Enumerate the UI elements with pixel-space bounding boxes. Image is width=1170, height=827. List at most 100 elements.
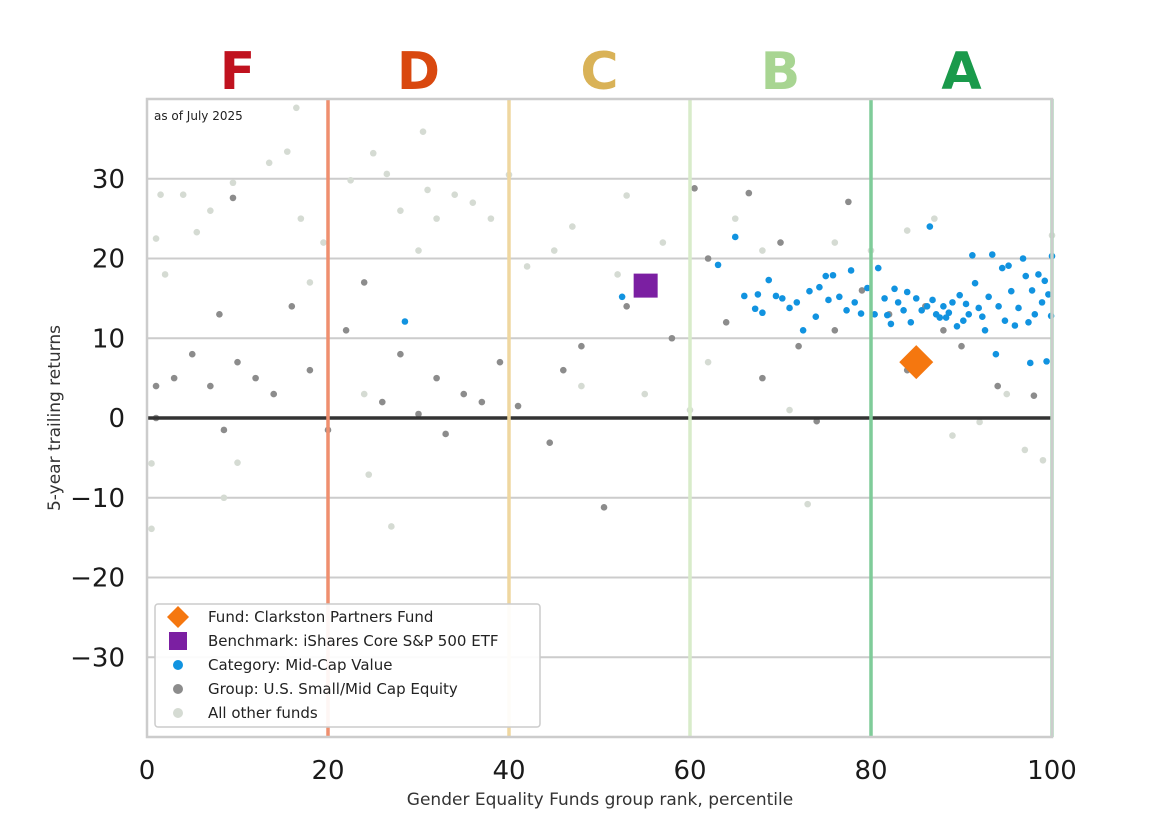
- point-s4-22: [388, 523, 395, 530]
- point-s2-6: [754, 291, 762, 298]
- point-s2-25: [864, 284, 871, 292]
- point-s2-45: [945, 309, 953, 317]
- point-s3-48: [994, 382, 1001, 390]
- point-s4-41: [704, 358, 712, 366]
- point-s4-54: [1039, 456, 1047, 464]
- point-s3-32: [691, 185, 698, 192]
- point-s3-36: [759, 374, 766, 382]
- point-s2-13: [799, 326, 807, 334]
- point-s2-17: [822, 272, 830, 280]
- point-s3-14: [342, 326, 350, 334]
- point-s3-20: [442, 430, 449, 438]
- point-s3-17: [397, 350, 404, 358]
- point-s3-23: [496, 358, 504, 366]
- point-s2-78: [1043, 358, 1050, 365]
- legend-label-3: Group: U.S. Small/Mid Cap Equity: [208, 680, 458, 698]
- point-s2-39: [926, 223, 934, 230]
- point-s3-27: [578, 342, 585, 350]
- x-tick-label: 20: [311, 756, 344, 786]
- point-s4-28: [451, 191, 459, 198]
- point-s2-8: [765, 276, 773, 284]
- point-s2-22: [847, 267, 855, 274]
- point-s2-23: [851, 299, 859, 306]
- plot-frame: [145, 97, 1054, 739]
- point-s3-21: [460, 390, 468, 398]
- point-s4-29: [469, 199, 477, 206]
- point-s3-19: [433, 374, 440, 382]
- point-s2-26: [871, 311, 878, 318]
- point-s3-22: [478, 398, 486, 406]
- point-s2-61: [998, 264, 1006, 272]
- grade-letter-c: C: [580, 42, 618, 102]
- point-s2-58: [988, 251, 996, 258]
- point-s2-63: [1005, 262, 1012, 269]
- point-s2-43: [940, 303, 947, 310]
- point-s3-47: [958, 342, 965, 350]
- point-s4-26: [424, 186, 431, 194]
- point-s4-16: [320, 239, 327, 246]
- point-s3-40: [831, 326, 839, 334]
- point-s3-7: [234, 358, 241, 366]
- point-s2-32: [894, 299, 902, 306]
- point-s4-37: [623, 192, 630, 199]
- y-axis-label: 5-year trailing returns: [45, 325, 65, 511]
- point-s2-16: [816, 283, 823, 291]
- point-s4-17: [347, 177, 354, 184]
- legend-marker-3: [173, 684, 183, 694]
- point-s2-12: [793, 299, 801, 306]
- y-tick-label: −20: [70, 564, 125, 594]
- point-s4-2: [152, 235, 160, 242]
- point-s2-51: [965, 311, 973, 318]
- point-s2-34: [903, 288, 911, 296]
- grade-letter-d: D: [397, 42, 440, 102]
- point-s2-67: [1019, 255, 1027, 262]
- point-s2-71: [1031, 311, 1039, 318]
- point-s4-39: [659, 239, 667, 246]
- point-s4-6: [193, 228, 201, 236]
- x-tick-label: 100: [1027, 756, 1077, 786]
- point-s2-19: [829, 271, 837, 279]
- point-s2-14: [806, 287, 813, 295]
- point-s4-42: [731, 215, 739, 222]
- point-s3-33: [704, 255, 712, 262]
- point-s2-68: [1022, 272, 1030, 280]
- point-s2-65: [1011, 322, 1019, 329]
- point-s4-35: [578, 382, 585, 390]
- point-s2-30: [887, 320, 895, 328]
- point-s2-62: [1001, 317, 1009, 325]
- point-s3-0: [152, 382, 160, 390]
- point-s2-33: [900, 307, 907, 314]
- point-s2-48: [956, 291, 963, 299]
- point-s2-55: [979, 313, 986, 321]
- point-s2-56: [981, 326, 989, 334]
- point-s4-52: [1003, 390, 1011, 398]
- point-s4-1: [148, 525, 155, 533]
- point-s4-34: [569, 223, 576, 230]
- y-tick-label: −10: [70, 484, 125, 514]
- point-s4-23: [397, 207, 404, 214]
- point-s3-49: [1030, 392, 1038, 399]
- point-s4-11: [265, 159, 273, 167]
- point-s2-18: [825, 296, 832, 304]
- point-s4-20: [369, 149, 377, 157]
- point-s2-38: [923, 303, 931, 310]
- point-s2-24: [857, 310, 865, 317]
- point-s2-36: [912, 295, 920, 302]
- point-s2-21: [843, 307, 850, 314]
- legend-marker-benchmark: [169, 632, 187, 650]
- point-s2-11: [786, 304, 793, 312]
- point-s2-49: [960, 317, 967, 325]
- legend-marker-4: [173, 708, 183, 718]
- point-s4-46: [831, 239, 839, 246]
- point-s2-53: [971, 279, 979, 287]
- point-s2-28: [881, 295, 888, 302]
- point-s2-66: [1015, 304, 1022, 312]
- point-s2-9: [772, 292, 780, 300]
- point-s3-18: [415, 410, 422, 418]
- point-s3-26: [560, 366, 567, 374]
- point-s3-16: [379, 398, 386, 406]
- point-s2-15: [812, 313, 820, 321]
- point-s4-25: [419, 128, 427, 135]
- point-s4-38: [641, 390, 649, 398]
